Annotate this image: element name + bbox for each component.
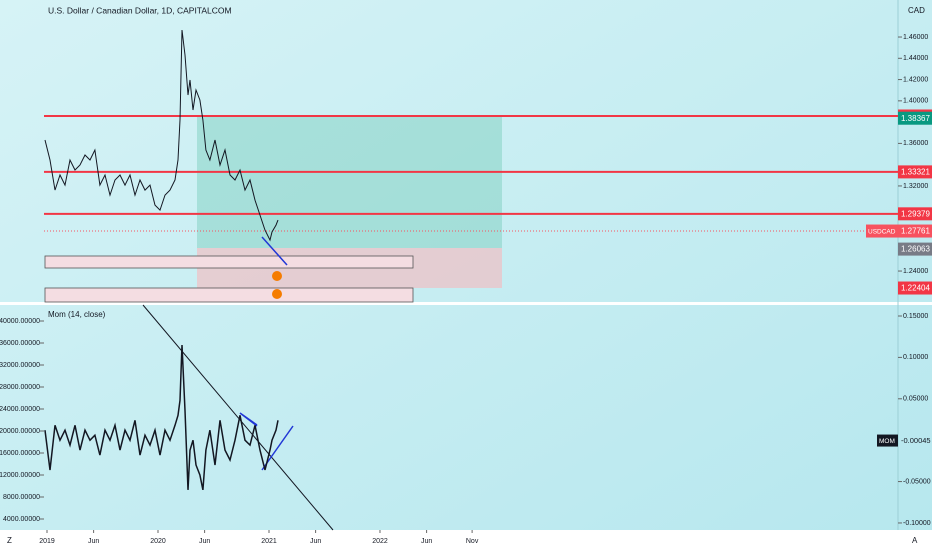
x-tick-label: Jun xyxy=(421,538,432,545)
y-tick-label: 12000.00000 xyxy=(0,472,40,479)
x-tick-label: 2022 xyxy=(372,538,388,545)
icon[interactable]: A xyxy=(912,536,918,545)
indicator-title: Mom (14, close) xyxy=(48,310,106,319)
y2-tick-label: 0.15000 xyxy=(903,313,928,320)
x-tick-label: 2020 xyxy=(150,538,166,545)
currency: CAD xyxy=(908,6,925,15)
price-label: 1.22404 xyxy=(901,284,930,293)
chart-title: U.S. Dollar / Canadian Dollar, 1D, CAPIT… xyxy=(48,5,232,15)
y-tick-label: 20000.00000 xyxy=(0,428,40,435)
y2-tick-label: -0.10000 xyxy=(903,520,931,527)
y-tick-label: 1.42000 xyxy=(903,76,928,83)
trend-line xyxy=(142,304,334,531)
y-tick-label: 1.40000 xyxy=(903,98,928,105)
y-tick-label: 28000.00000 xyxy=(0,384,40,391)
x-tick-label: 2021 xyxy=(261,538,277,545)
y2-tick-label: 0.05000 xyxy=(903,396,928,403)
price-label-bg xyxy=(898,165,932,179)
event-icon xyxy=(272,271,282,281)
price-label: 1.33321 xyxy=(901,168,930,177)
symbol-label-bg xyxy=(866,224,898,238)
range-box xyxy=(44,287,414,303)
y-tick-label: 16000.00000 xyxy=(0,450,40,457)
y-tick-label: 32000.00000 xyxy=(0,362,40,369)
y-tick-label: 40000.00000 xyxy=(0,318,40,325)
event-icon xyxy=(272,289,282,299)
price-label-bg xyxy=(898,207,932,221)
series-name: MOM xyxy=(879,438,895,445)
price-line xyxy=(44,29,279,242)
y2-tick-label: -0.05000 xyxy=(903,478,931,485)
y-tick-label: 24000.00000 xyxy=(0,406,40,413)
price-label-bg xyxy=(898,242,932,256)
x-tick-label: 2019 xyxy=(39,538,55,545)
y-tick-label: 1.32000 xyxy=(903,183,928,190)
y-tick-label: 1.24000 xyxy=(903,268,928,275)
x-tick-label: Jun xyxy=(310,538,321,545)
y-tick-label: 4000.00000 xyxy=(3,516,40,523)
series-name-bg xyxy=(877,434,898,447)
y-tick-label: 36000.00000 xyxy=(0,340,40,347)
x-tick-label: Jun xyxy=(88,538,99,545)
price-label-bg xyxy=(898,111,932,125)
price-label: 1.26063 xyxy=(901,245,930,254)
price-label: 1.29379 xyxy=(901,209,930,218)
price-label-bg xyxy=(898,281,932,295)
y-tick-label: 1.36000 xyxy=(903,140,928,147)
y-tick-label: 8000.00000 xyxy=(3,494,40,501)
y-tick-label: 1.46000 xyxy=(903,34,928,41)
y-tick-label: 1.44000 xyxy=(903,55,928,62)
symbol-label: USDCAD xyxy=(868,228,896,235)
icon[interactable]: Z xyxy=(7,536,12,545)
price-label: 1.38367 xyxy=(901,114,930,123)
range-box xyxy=(44,255,414,269)
price-label: 1.27761 xyxy=(901,227,930,236)
indicator-line xyxy=(44,344,279,491)
x-tick-label: Nov xyxy=(466,538,479,545)
series-last-value: -0.00045 xyxy=(901,436,931,445)
price-label-bg xyxy=(898,224,932,238)
y2-tick-label: 0.10000 xyxy=(903,354,928,361)
x-tick-label: Jun xyxy=(199,538,210,545)
time-axis-bg xyxy=(0,530,932,550)
trend-line xyxy=(239,412,258,427)
profit-zone xyxy=(197,117,502,248)
trend-line xyxy=(261,236,288,266)
